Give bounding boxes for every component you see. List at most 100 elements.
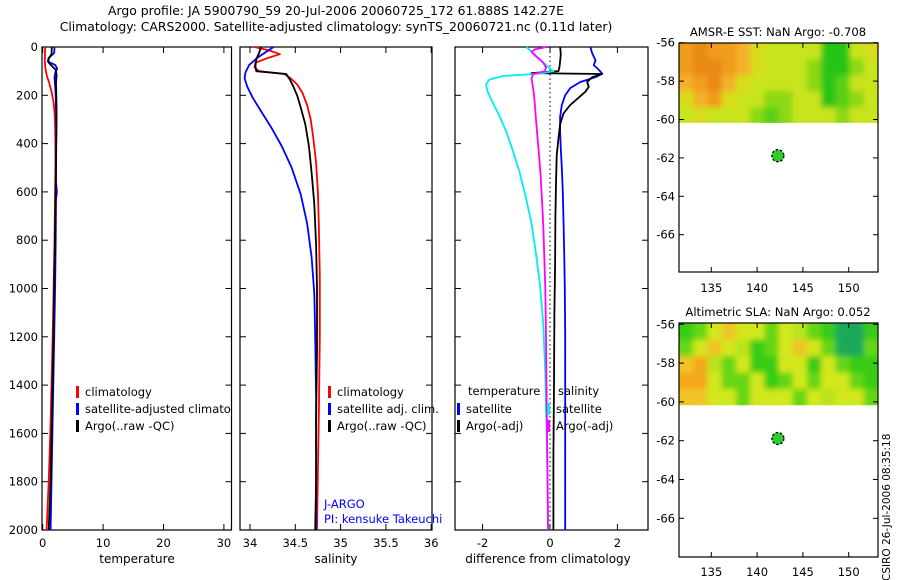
salinity-axis-label: salinity [314, 552, 358, 566]
legend-item: satellite [547, 400, 642, 417]
salinity-legend: climatology satellite adj. clim. Argo(..… [328, 383, 438, 434]
svg-text:-62: -62 [656, 151, 675, 165]
svg-text:1600: 1600 [9, 426, 38, 440]
difference-profile-series [530, 46, 604, 530]
legend-color-bar [328, 385, 331, 398]
salinity-profile-series [253, 46, 321, 531]
legend-color-bar [457, 402, 460, 415]
svg-text:30: 30 [217, 536, 232, 550]
argo-float-position-marker [771, 431, 785, 446]
legend-color-bar [76, 385, 79, 398]
legend-label: climatology [337, 384, 404, 399]
temperature-profile-series [47, 46, 58, 531]
svg-text:1800: 1800 [9, 475, 38, 489]
svg-text:36: 36 [424, 536, 439, 550]
argo-float-position-marker [771, 149, 785, 163]
salinity-profile-series [254, 46, 318, 531]
temperature-profile-series [43, 46, 57, 531]
legend-group-header: salinity [558, 384, 600, 398]
svg-text:34: 34 [243, 536, 258, 550]
svg-text:600: 600 [16, 185, 38, 199]
svg-text:1200: 1200 [9, 330, 38, 344]
difference-profile-series [530, 46, 549, 531]
svg-text:150: 150 [838, 565, 860, 579]
legend-label: climatology [85, 384, 152, 399]
svg-text:34.5: 34.5 [282, 536, 308, 550]
svg-text:135: 135 [700, 565, 722, 579]
legend-label: satellite [556, 401, 602, 416]
svg-text:-2: -2 [477, 536, 488, 550]
figure-title-line1: Argo profile: JA 5900790_59 20-Jul-2006 … [108, 3, 564, 18]
svg-text:-58: -58 [656, 356, 675, 370]
legend-label: satellite-adjusted climatology [85, 401, 232, 416]
svg-text:145: 145 [792, 565, 814, 579]
legend-color-bar [457, 419, 460, 432]
legend-color-bar [547, 402, 550, 415]
svg-text:0: 0 [546, 536, 553, 550]
sst-map-title: AMSR-E SST: NaN Argo: -0.708 [689, 25, 867, 39]
svg-text:35.5: 35.5 [373, 536, 399, 550]
legend-item: climatology [328, 383, 438, 400]
figure-title-line2: Climatology: CARS2000. Satellite-adjuste… [59, 19, 613, 34]
legend-item: satellite adj. clim. [328, 400, 438, 417]
difference-axis-label: difference from climatology [465, 552, 631, 566]
svg-text:-60: -60 [656, 113, 675, 127]
pi-note: PI: kensuke Takeuchi [324, 512, 443, 526]
salinity-profile-panel: 34 34.5 35 35.5 36 [239, 46, 439, 550]
svg-text:-66: -66 [656, 228, 675, 242]
svg-text:1000: 1000 [9, 282, 38, 296]
svg-text:-66: -66 [656, 511, 675, 525]
legend-item: Argo(..raw -QC) [328, 417, 438, 434]
svg-text:-64: -64 [656, 473, 675, 487]
svg-text:135: 135 [700, 281, 722, 295]
legend-label: satellite adj. clim. [337, 401, 438, 416]
sla-map-title: Altimetric SLA: NaN Argo: 0.052 [685, 305, 871, 319]
difference-profile-panel: -2 0 2 [454, 46, 649, 550]
legend-label: Argo(-adj) [466, 418, 524, 433]
temperature-legend: climatology satellite-adjusted climatolo… [76, 383, 232, 434]
legend-item: Argo(-adj) [457, 417, 549, 434]
salinity-profile-series [243, 46, 318, 530]
difference-profile-series [485, 46, 555, 531]
legend-color-bar [328, 419, 331, 432]
difference-temperature-legend: temperature satellite Argo(-adj) [457, 383, 549, 434]
legend-item: Argo(-adj) [547, 417, 642, 434]
csiro-timestamp: CSIRO 26-Jul-2006 08:35:18 [881, 433, 893, 580]
legend-color-bar [328, 402, 331, 415]
svg-text:200: 200 [16, 88, 38, 102]
svg-text:-64: -64 [656, 189, 675, 203]
svg-text:-56: -56 [656, 317, 675, 331]
svg-text:145: 145 [792, 281, 814, 295]
difference-salinity-legend: salinity satellite Argo(-adj) [547, 383, 642, 434]
svg-text:400: 400 [16, 137, 38, 151]
temperature-profile-panel: 0 10 20 30 0 200 400 600 800 1000 1200 1400 1600 1800… [9, 40, 233, 550]
svg-text:150: 150 [838, 281, 860, 295]
svg-text:-56: -56 [656, 36, 675, 50]
legend-color-bar [547, 419, 550, 432]
svg-text:-62: -62 [656, 434, 675, 448]
svg-text:-60: -60 [656, 395, 675, 409]
svg-text:800: 800 [16, 233, 38, 247]
legend-color-bar [76, 419, 79, 432]
altimetric-sla-map: 135 140 145 150 -56 -58 -60 -62 -64 -66 [656, 317, 879, 579]
legend-group-header: temperature [468, 384, 541, 398]
svg-text:-58: -58 [656, 74, 675, 88]
svg-text:140: 140 [746, 281, 768, 295]
svg-text:35: 35 [333, 536, 348, 550]
legend-label: Argo(..raw -QC) [337, 418, 427, 433]
svg-text:10: 10 [96, 536, 111, 550]
legend-item: satellite [457, 400, 549, 417]
difference-profile-series [559, 46, 604, 530]
svg-text:1400: 1400 [9, 378, 38, 392]
legend-item: climatology [76, 383, 232, 400]
jargo-note: J-ARGO [324, 497, 365, 511]
legend-item: Argo(..raw -QC) [76, 417, 232, 434]
svg-text:140: 140 [746, 565, 768, 579]
temperature-axis-label: temperature [99, 552, 175, 566]
amsr-sst-map: 135 140 145 150 -56 -58 -60 -62 -64 -66 [656, 36, 879, 295]
svg-text:2000: 2000 [9, 523, 38, 537]
svg-text:20: 20 [156, 536, 171, 550]
legend-label: Argo(-adj) [556, 418, 614, 433]
